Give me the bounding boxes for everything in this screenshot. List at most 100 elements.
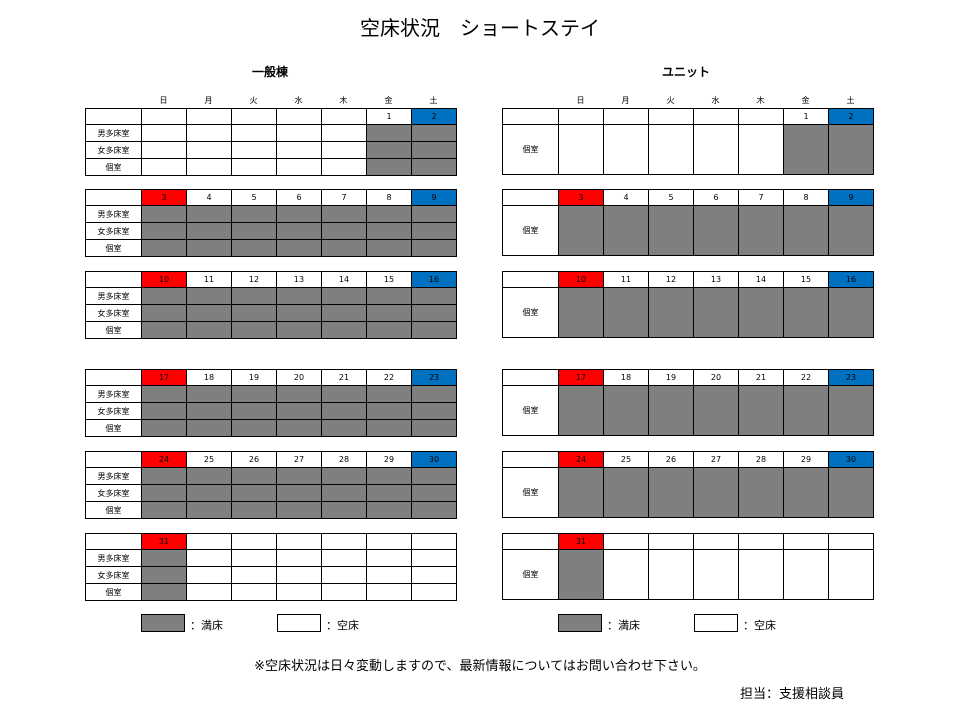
status-cell-full [186,205,232,223]
date-cell: 9 [411,189,457,206]
date-cell: 31 [558,533,604,550]
date-cell: 11 [186,271,232,288]
status-cell-full [231,304,277,322]
status-cell-vacant [366,549,412,567]
corner-cell [85,533,142,550]
status-cell-full [231,385,277,403]
status-cell-full [276,501,322,519]
status-cell-full [141,501,187,519]
status-cell-vacant [738,124,784,175]
corner-cell [85,271,142,288]
date-cell [648,108,694,125]
status-cell-full [783,205,829,256]
date-cell: 24 [558,451,604,468]
status-cell-full [186,222,232,240]
room-type-label: 個室 [85,158,142,176]
room-type-label: 個室 [502,549,559,600]
room-type-label: 男多床室 [85,124,142,142]
status-cell-full [321,304,367,322]
status-cell-full [411,419,457,437]
status-cell-full [366,287,412,305]
status-cell-full [366,239,412,257]
date-cell: 7 [738,189,784,206]
status-cell-vacant [366,566,412,584]
status-cell-full [231,239,277,257]
corner-cell [85,108,142,125]
status-cell-vacant [321,566,367,584]
status-cell-full [141,419,187,437]
status-cell-full [141,205,187,223]
status-cell-vacant [648,124,694,175]
date-cell: 8 [783,189,829,206]
date-cell: 19 [231,369,277,386]
date-cell: 1 [783,108,829,125]
date-cell: 4 [186,189,232,206]
status-cell-full [276,321,322,339]
status-cell-vacant [321,549,367,567]
status-cell-full [783,385,829,436]
date-cell: 16 [828,271,874,288]
date-cell: 19 [648,369,694,386]
weekday-header: 木 [756,96,765,105]
status-cell-full [186,501,232,519]
weekday-header: 日 [576,96,585,105]
status-cell-full [366,467,412,485]
status-cell-full [276,484,322,502]
date-cell: 30 [828,451,874,468]
status-cell-full [783,287,829,338]
status-cell-full [411,385,457,403]
date-cell: 25 [186,451,232,468]
room-type-label: 男多床室 [85,287,142,305]
status-cell-full [366,158,412,176]
weekday-header: 日 [159,96,168,105]
status-cell-full [186,484,232,502]
corner-cell [502,451,559,468]
week-table-general: 3 4 5 6 7 8 9 男多床室 女多床室 個室 [85,189,457,257]
status-cell-full [276,239,322,257]
week-table-unit: 1 2 個室 [502,108,874,175]
weekday-header: 土 [429,96,438,105]
status-cell-vacant [231,583,277,601]
status-cell-vacant [186,158,232,176]
room-type-label: 個室 [502,124,559,175]
room-type-label: 男多床室 [85,385,142,403]
date-cell [321,533,367,550]
status-cell-full [648,205,694,256]
date-cell: 28 [321,451,367,468]
status-cell-full [648,467,694,518]
week-table-unit: 31 個室 [502,533,874,600]
date-cell: 24 [141,451,187,468]
date-cell [186,108,232,125]
date-cell: 12 [648,271,694,288]
room-type-label: 個室 [85,239,142,257]
date-cell: 16 [411,271,457,288]
status-cell-full [558,467,604,518]
date-cell: 13 [276,271,322,288]
status-cell-full [186,385,232,403]
status-cell-full [603,385,649,436]
status-cell-full [828,287,874,338]
corner-cell [502,271,559,288]
status-cell-vacant [186,566,232,584]
status-cell-full [141,385,187,403]
status-cell-full [366,205,412,223]
status-cell-full [366,124,412,142]
date-cell: 22 [783,369,829,386]
status-cell-full [276,402,322,420]
week-table-general: 17 18 19 20 21 22 23 男多床室 女多床室 個室 [85,369,457,437]
date-cell: 10 [141,271,187,288]
date-cell [231,108,277,125]
status-cell-full [321,222,367,240]
status-cell-full [276,385,322,403]
status-cell-full [141,239,187,257]
weekday-header: 金 [801,96,810,105]
date-cell: 5 [231,189,277,206]
status-cell-full [276,304,322,322]
status-cell-full [186,287,232,305]
room-type-label: 男多床室 [85,205,142,223]
status-cell-full [276,222,322,240]
status-cell-full [141,549,187,567]
status-cell-full [828,385,874,436]
weekday-header: 木 [339,96,348,105]
date-cell [231,533,277,550]
